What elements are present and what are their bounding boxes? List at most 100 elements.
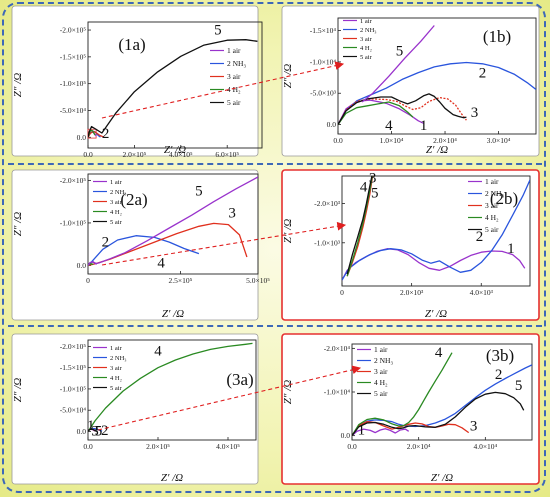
curve-number-label: 2 — [102, 126, 110, 142]
legend-label: 5 air — [110, 385, 123, 392]
y-axis-label: Z″ /Ω — [12, 212, 24, 237]
panel-background — [11, 5, 259, 157]
curve-number-label: 2 — [495, 367, 503, 383]
row-separator-1 — [8, 163, 542, 165]
legend-label: 3 air — [374, 367, 388, 376]
series-line-5 — [88, 428, 98, 433]
x-tick-label: 0.0 — [83, 150, 93, 159]
x-tick-label: 1.0×10⁴ — [380, 136, 404, 145]
panel-1b: 0.0 1.0×10⁴ 2.0×10⁴ 3.0×10⁴ 0.0 -5.0×10³ -1.0×… — [281, 5, 540, 157]
panel-2b: 0 2.0×10³ 4.0×10³ -1.0×10³ -2.0×10³ Z′ /Ω Z″ /… — [281, 169, 540, 321]
panel-3b: 0.0 2.0×10⁴ 4.0×10⁴ 0.0 -1.0×10⁴ -2.0×10⁴ Z′ /… — [281, 333, 540, 485]
x-tick-label: 5.0×10⁵ — [246, 276, 270, 285]
panel-background — [281, 5, 540, 157]
zoom-arrow-1 — [101, 61, 345, 119]
series-line-4 — [88, 342, 253, 432]
series-line-3 — [338, 96, 467, 125]
y-tick-label: -2.0×10⁵ — [60, 342, 87, 351]
curve-number-label: 5 — [396, 44, 404, 60]
y-tick-label: -1.5×10⁵ — [60, 363, 87, 372]
curve-number-label: 3 — [470, 418, 478, 434]
series-line-5 — [352, 391, 525, 436]
panel-2a: 0 2.5×10⁵ 5.0×10⁵ 0.0 -1.0×10⁵ -2.0×10⁵ Z′ /Ω Z… — [11, 169, 270, 321]
curve-number-label: 4 — [435, 345, 443, 361]
x-axis-label: Z′ /Ω — [431, 472, 453, 484]
x-tick-label: 6.0×10⁵ — [215, 150, 239, 159]
zoom-arrow-3 — [97, 365, 362, 431]
x-tick-label: 4.0×10³ — [470, 288, 494, 297]
curve-number-label: 2 — [101, 423, 109, 439]
curve-number-label: 2 — [479, 66, 487, 82]
curve-number-label: 5 — [195, 183, 203, 199]
legend-label: 4 H₂ — [110, 375, 122, 382]
y-tick-label: -5.0×10⁴ — [60, 106, 87, 115]
x-axis-label: Z′ /Ω — [425, 308, 447, 320]
x-tick-label: 0.0 — [333, 136, 343, 145]
axes-frame — [87, 21, 263, 149]
legend-label: 5 air — [227, 98, 241, 107]
curve-number-label: 1 — [87, 418, 95, 434]
curve-number-label: 2 — [476, 229, 484, 245]
x-axis-label: Z′ /Ω — [426, 144, 448, 156]
y-axis-label: Z″ /Ω — [282, 219, 294, 244]
legend-label: 1 air — [374, 345, 388, 354]
panel-label: (3b) — [486, 346, 514, 365]
series-line-4 — [352, 352, 453, 436]
curve-number-label: 4 — [157, 256, 165, 272]
series-line-6 — [361, 25, 435, 103]
x-tick-label: 2.0×10⁴ — [433, 136, 457, 145]
series-line-1 — [352, 428, 410, 437]
y-tick-label: 0.0 — [77, 133, 87, 142]
y-tick-label: -1.0×10⁵ — [60, 79, 87, 88]
series-line-1 — [338, 99, 424, 125]
y-axis-label: Z″ /Ω — [12, 378, 24, 403]
x-tick-label: 2.5×10⁵ — [169, 276, 193, 285]
x-tick-label: 0 — [86, 276, 90, 285]
panel-background — [11, 333, 259, 485]
x-tick-label: 0.0 — [347, 442, 357, 451]
curve-number-label: 3 — [369, 171, 377, 187]
row-separator-2 — [8, 325, 542, 327]
legend-label: 4 H₂ — [360, 45, 372, 52]
y-tick-label: -5.0×10³ — [310, 89, 337, 98]
y-tick-label: -2.0×10⁴ — [324, 344, 351, 353]
y-axis-label: Z″ /Ω — [12, 73, 24, 98]
legend-label: 4 H₂ — [227, 85, 241, 94]
legend-label: 3 air — [110, 365, 123, 372]
panel-label: (2a) — [120, 190, 147, 209]
y-tick-label: -2.0×10³ — [314, 199, 341, 208]
y-tick-label: -2.0×10⁵ — [60, 176, 87, 185]
legend-label: 4 H₂ — [485, 213, 499, 222]
y-tick-label: -2.0×10⁵ — [60, 26, 87, 35]
axes-frame — [337, 17, 537, 135]
curve-number-label: 3 — [228, 205, 236, 221]
zoom-arrow-2 — [101, 221, 347, 266]
legend-label: 4 H₂ — [110, 209, 122, 216]
outer-dashed-frame — [2, 2, 546, 493]
y-tick-label: -1.5×10⁵ — [60, 52, 87, 61]
panel-background — [281, 169, 540, 321]
curve-number-label: 4 — [154, 344, 162, 360]
curve-number-label: 1 — [420, 118, 428, 134]
x-tick-label: 0 — [340, 288, 344, 297]
curve-number-label: 1 — [358, 422, 366, 438]
y-tick-label: 0.0 — [327, 120, 337, 129]
legend-label: 5 air — [374, 389, 388, 398]
legend-label: 5 air — [485, 225, 499, 234]
legend-label: 3 air — [227, 72, 241, 81]
x-axis-label: Z′ /Ω — [161, 472, 183, 484]
legend-label: 5 air — [110, 219, 123, 226]
x-tick-label: 2.0×10⁵ — [123, 150, 147, 159]
curve-number-label: 3 — [471, 105, 479, 121]
panel-1a: 0.0 2.0×10⁵ 4.0×10⁵ 6.0×10⁵ 0.0 -5.0×10⁴ -1.0×… — [11, 5, 263, 159]
x-tick-label: 4.0×10⁴ — [473, 442, 497, 451]
series-line-4 — [338, 101, 414, 125]
legend-label: 2 NH₃ — [360, 27, 377, 34]
curve-number-label: 5 — [515, 378, 523, 394]
legend-label: 2 NH₃ — [374, 356, 393, 365]
legend-label: 3 air — [110, 199, 123, 206]
curve-number-label: 3 — [91, 423, 99, 439]
panel-3a: 0.0 2.0×10⁵ 4.0×10⁵ 0.0 -5.0×10⁴ -1.0×10⁵ -1.5… — [11, 333, 259, 485]
curve-number-label: 5 — [371, 186, 379, 202]
